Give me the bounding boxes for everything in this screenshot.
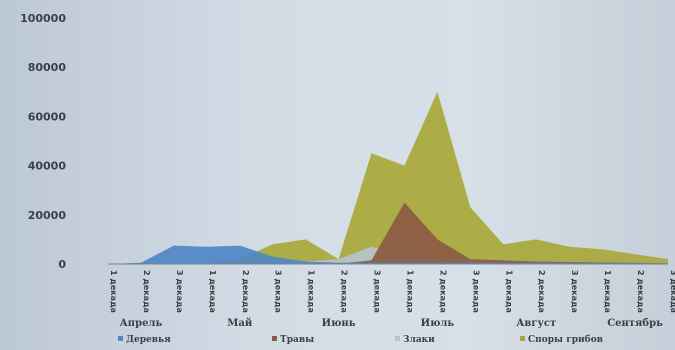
x-tick-label: 3 декада xyxy=(373,270,382,313)
series-area-3 xyxy=(108,91,668,264)
month-label: Май xyxy=(227,318,253,329)
legend-label: Деревья xyxy=(126,335,171,345)
y-tick-label: 20000 xyxy=(28,209,67,222)
x-tick-label: 1 декада xyxy=(603,270,612,313)
x-tick-label: 2 декада xyxy=(537,270,546,313)
legend-swatch xyxy=(118,336,123,341)
x-tick-label: 3 декада xyxy=(274,270,283,313)
x-tick-label: 1 декада xyxy=(307,270,316,313)
y-tick-label: 100000 xyxy=(20,12,66,25)
x-tick-label: 3 декада xyxy=(570,270,579,313)
x-tick-label: 2 декада xyxy=(636,270,645,313)
series-area-0 xyxy=(108,245,668,264)
legend-swatch xyxy=(520,336,525,341)
month-label: Июнь xyxy=(322,318,356,329)
x-tick-label: 1 декада xyxy=(208,270,217,313)
x-tick-label: 2 декада xyxy=(340,270,349,313)
y-tick-label: 80000 xyxy=(28,61,67,74)
x-tick-label: 3 декада xyxy=(669,270,675,313)
x-tick-label: 2 декада xyxy=(142,270,151,313)
x-tick-label: 1 декада xyxy=(504,270,513,313)
month-label: Август xyxy=(516,318,556,329)
y-tick-label: 40000 xyxy=(28,160,67,173)
x-tick-label: 2 декада xyxy=(438,270,447,313)
month-label: Апрель xyxy=(120,318,163,329)
y-tick-label: 60000 xyxy=(28,110,67,123)
month-label: Июль xyxy=(421,318,455,329)
legend-label: Споры грибов xyxy=(528,334,603,345)
y-tick-label: 0 xyxy=(58,258,66,271)
x-tick-label: 2 декада xyxy=(241,270,250,313)
month-label: Сентябрь xyxy=(607,318,663,329)
x-tick-label: 1 декада xyxy=(405,270,414,313)
legend-swatch xyxy=(395,336,400,341)
x-tick-label: 3 декада xyxy=(471,270,480,313)
x-tick-label: 3 декада xyxy=(175,270,184,313)
series-area-1 xyxy=(108,202,668,264)
legend-label: Травы xyxy=(280,335,314,345)
legend-label: Злаки xyxy=(403,335,435,345)
x-tick-label: 1 декада xyxy=(109,270,118,313)
legend-swatch xyxy=(272,336,277,341)
